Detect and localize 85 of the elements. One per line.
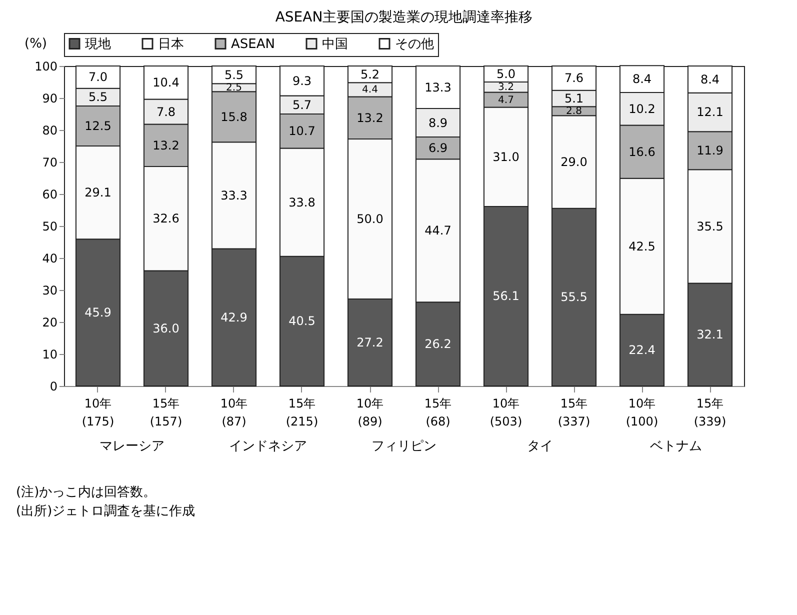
text: インドネシア — [229, 439, 307, 454]
data-label: 8.9 — [428, 116, 448, 130]
y-tick-label: 80 — [42, 124, 58, 138]
y-tick-label: 90 — [42, 92, 58, 106]
data-label: 12.5 — [84, 119, 112, 133]
y-tick-label: 40 — [42, 252, 58, 266]
data-label: 5.7 — [292, 98, 312, 112]
y-tick-label: 30 — [42, 284, 58, 298]
data-label: 8.4 — [632, 72, 652, 86]
data-label: 10.7 — [288, 124, 316, 138]
text: マレーシア — [100, 439, 164, 454]
text: タイ — [527, 439, 553, 454]
legend-label: 中国 — [322, 36, 348, 52]
data-label: 40.5 — [288, 314, 316, 328]
data-label: 35.5 — [696, 219, 724, 234]
data-label: 15.8 — [220, 110, 248, 124]
data-label: 29.1 — [84, 186, 112, 200]
data-label: 13.3 — [424, 80, 452, 94]
y-tick-label: 10 — [42, 348, 58, 362]
data-label: 5.0 — [496, 67, 516, 81]
data-label: 42.9 — [220, 310, 248, 324]
data-label: 4.7 — [498, 94, 514, 106]
data-label: 31.0 — [492, 150, 520, 164]
x-tick-label: 10年 (175) — [82, 396, 114, 428]
data-label: 45.9 — [84, 306, 112, 320]
data-label: 11.9 — [696, 144, 724, 158]
y-tick-label: 60 — [42, 188, 58, 202]
data-label: 32.1 — [696, 328, 724, 342]
y-tick-label: 0 — [50, 380, 58, 394]
data-label: 2.8 — [566, 106, 582, 118]
data-label: 8.4 — [700, 72, 720, 86]
y-tick-label: 20 — [42, 316, 58, 330]
x-tick-label: 10年 (100) — [626, 396, 658, 428]
x-tick-label: 15年 (68) — [424, 396, 452, 428]
data-label: 3.2 — [498, 82, 514, 94]
data-label: 32.6 — [152, 212, 180, 226]
data-label: 9.3 — [292, 74, 312, 88]
legend-label: 現地 — [85, 36, 111, 52]
x-tick-label: 10年 (87) — [220, 396, 248, 428]
data-label: 44.7 — [424, 224, 452, 238]
legend-label: 日本 — [158, 36, 184, 52]
data-label: 16.6 — [628, 144, 656, 159]
data-label: 4.4 — [362, 84, 378, 96]
text: (注)かっこ内は回答数。 — [16, 484, 158, 502]
text: ベトナム — [650, 439, 702, 454]
data-label: 5.2 — [360, 67, 380, 82]
data-label: 12.1 — [696, 105, 724, 120]
y-tick-label: 70 — [42, 156, 58, 170]
legend-label: その他 — [395, 36, 434, 52]
data-label: 56.1 — [492, 289, 520, 304]
data-label: 36.0 — [152, 321, 180, 336]
data-label: 2.5 — [226, 82, 242, 94]
chart-title: ASEAN主要国の製造業の現地調達率推移 — [275, 10, 533, 26]
data-label: 27.2 — [356, 335, 384, 350]
data-label: 5.5 — [224, 68, 244, 82]
data-label: 5.1 — [564, 91, 584, 106]
data-label: 13.2 — [152, 138, 180, 152]
data-label: 7.8 — [156, 104, 176, 119]
data-label: 6.9 — [428, 141, 448, 156]
y-tick-label: 50 — [42, 220, 58, 234]
text: (出所)ジェトロ調査を基に作成 — [16, 503, 196, 521]
data-label: 22.4 — [628, 343, 656, 358]
data-label: 33.3 — [220, 188, 248, 202]
text: フィリピン — [372, 439, 436, 454]
x-tick-label: 10年 (503) — [490, 396, 522, 428]
data-label: 7.0 — [88, 70, 108, 84]
data-label: 29.0 — [560, 155, 588, 169]
data-label: 7.6 — [564, 71, 584, 86]
data-label: 55.5 — [560, 290, 588, 304]
legend-label: ASEAN — [231, 36, 275, 52]
data-label: 26.2 — [424, 337, 452, 352]
data-label: 33.8 — [288, 195, 316, 210]
data-label: 10.2 — [628, 102, 656, 116]
x-tick-label: 15年 (157) — [150, 396, 182, 428]
x-tick-label: 10年 (89) — [356, 396, 384, 428]
data-label: 5.5 — [88, 90, 108, 104]
x-tick-label: 15年 (215) — [286, 396, 318, 428]
data-label: 10.4 — [152, 76, 180, 90]
data-label: 13.2 — [356, 110, 384, 125]
data-label: 50.0 — [356, 212, 384, 226]
data-label: 42.5 — [628, 239, 656, 254]
x-tick-label: 15年 (339) — [694, 396, 726, 428]
y-tick-label: 100 — [34, 60, 58, 74]
x-tick-label: 15年 (337) — [558, 396, 590, 428]
y-axis-title: (%) — [24, 36, 47, 52]
